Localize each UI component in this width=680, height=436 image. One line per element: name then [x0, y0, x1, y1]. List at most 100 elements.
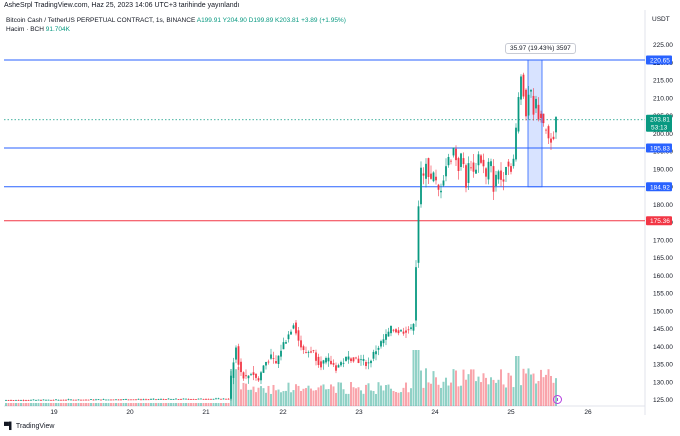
candle-body	[167, 398, 170, 400]
volume-bar	[280, 392, 282, 406]
candle-body	[550, 138, 552, 143]
candle-body	[422, 173, 425, 176]
candle-body	[322, 360, 325, 364]
volume-bar	[282, 391, 285, 406]
candle-body	[245, 375, 247, 377]
volume-bar	[452, 369, 455, 406]
price-tick-label: 180.00	[653, 202, 673, 209]
price-line-tag	[646, 182, 672, 192]
replay-circle-icon[interactable]	[553, 395, 562, 404]
volume-bar	[122, 403, 125, 406]
candle-body	[100, 399, 102, 401]
candle-body	[57, 399, 60, 401]
volume-bar	[100, 403, 102, 406]
candle-body	[185, 398, 187, 400]
candle-body	[52, 399, 55, 401]
candle-body	[332, 363, 335, 365]
volume-bar	[312, 390, 315, 406]
volume-bar	[342, 389, 345, 406]
candle-body	[232, 362, 235, 378]
price-tick-label: 225.00	[653, 42, 673, 49]
candle-body	[387, 331, 390, 337]
volume-bar	[25, 403, 27, 406]
tradingview-logo[interactable]: ▀▌ TradingView	[4, 423, 54, 430]
volume-bar	[42, 403, 45, 406]
candle-body	[367, 362, 370, 364]
volume-bar	[475, 381, 477, 406]
candle-body	[447, 157, 450, 166]
volume-bar	[112, 403, 115, 406]
candle-body	[285, 342, 287, 344]
published-caption: AsheSrpl TradingView.com, Haz 25, 2023 1…	[4, 2, 240, 9]
measure-tooltip: 35.97 (19.43%) 3597	[505, 43, 576, 54]
volume-bar	[320, 385, 322, 406]
countdown-label: 53:13	[651, 125, 668, 132]
volume-bar	[132, 403, 135, 406]
candle-body	[207, 398, 210, 400]
candle-body	[427, 158, 430, 177]
volume-bar	[32, 403, 35, 406]
volume-bar	[142, 403, 145, 406]
volume-bar	[12, 403, 15, 406]
volume-bar	[7, 403, 10, 406]
volume-bar	[470, 369, 472, 406]
volume-bar	[390, 388, 392, 406]
candle-body	[280, 350, 282, 357]
volume-bar	[525, 373, 527, 406]
candle-body	[112, 399, 115, 401]
volume-bar	[297, 385, 300, 406]
volume-bar	[490, 377, 492, 406]
volume-bar	[170, 403, 172, 406]
volume-bar	[332, 386, 335, 406]
volume-bar	[352, 387, 355, 406]
volume-bar	[327, 389, 330, 406]
volume-bar	[435, 377, 437, 406]
volume-bar	[422, 387, 425, 406]
candle-body	[275, 361, 277, 364]
price-line-tag-label: 220.65	[650, 57, 670, 64]
candle-body	[215, 398, 217, 400]
price-tick-label: 190.00	[653, 166, 673, 173]
candle-body	[515, 127, 517, 160]
candle-body	[345, 356, 347, 361]
volume-bar	[325, 389, 327, 406]
volume-bar	[397, 392, 400, 406]
price-tick-label: 170.00	[653, 237, 673, 244]
candle-body	[442, 180, 445, 186]
candle-body	[507, 161, 510, 167]
candle-body	[22, 400, 25, 401]
candle-body	[372, 351, 375, 359]
volume-bar	[37, 403, 40, 406]
candle-body	[390, 325, 392, 334]
volume-bar	[77, 403, 80, 406]
candle-body	[392, 329, 395, 331]
volume-bar	[387, 384, 390, 406]
candle-body	[5, 400, 7, 402]
candle-body	[237, 346, 240, 365]
candle-body	[37, 399, 40, 401]
symbol-title: Bitcoin Cash / TetherUS PERPETUAL CONTRA…	[6, 17, 196, 24]
volume-bar	[50, 403, 52, 406]
measure-range-box[interactable]	[527, 59, 543, 188]
volume-bar	[445, 377, 447, 406]
time-tick-label: 26	[584, 409, 592, 416]
candle-body	[192, 399, 195, 400]
volume-bar	[102, 403, 105, 406]
volume-bar	[502, 384, 505, 406]
volume-bar	[35, 403, 37, 406]
volume-bar	[380, 385, 382, 406]
volume-bar	[552, 382, 555, 406]
volume-bar	[360, 390, 362, 406]
volume-bar	[227, 403, 230, 406]
volume-bar	[107, 403, 110, 406]
candle-body	[420, 167, 422, 205]
candle-body	[147, 399, 150, 401]
candle-body	[97, 399, 100, 401]
symbol-legend[interactable]: Bitcoin Cash / TetherUS PERPETUAL CONTRA…	[6, 17, 346, 24]
volume-legend[interactable]: Hacim · BCH 91.704K	[6, 26, 70, 33]
volume-bar	[190, 403, 192, 406]
candle-body	[82, 399, 85, 401]
volume-value: 91.704K	[45, 26, 70, 33]
volume-bar	[47, 403, 50, 406]
